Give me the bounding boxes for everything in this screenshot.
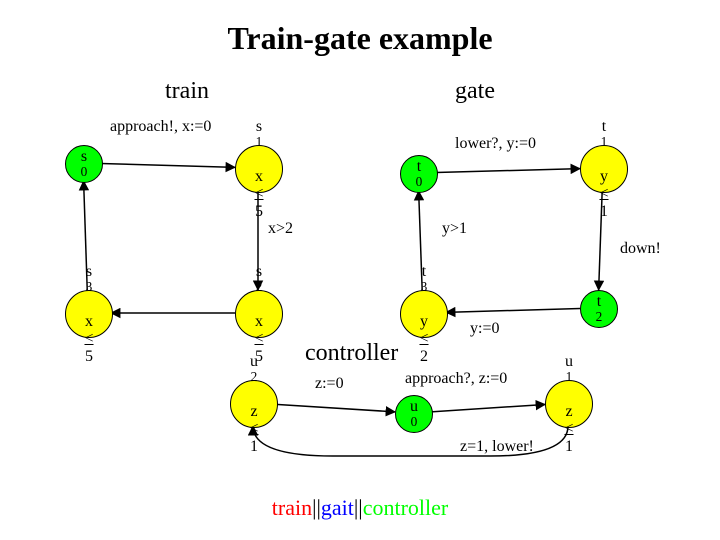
label-controller: controller <box>305 340 398 367</box>
node-s1: s1x<5 <box>235 145 283 193</box>
composition-part: || <box>354 495 363 520</box>
edge-label: z:=0 <box>315 375 344 393</box>
node-s2: s2x<5 <box>235 290 283 338</box>
edges-layer <box>0 0 720 540</box>
node-t1: t1y<1 <box>580 145 628 193</box>
node-u2: u2z<1 <box>230 380 278 428</box>
label-gate: gate <box>455 78 495 105</box>
composition-part: gait <box>321 495 354 520</box>
node-t3: t3y<2 <box>400 290 448 338</box>
edge-label: z=1, lower! <box>460 438 534 456</box>
node-t2: t2 <box>580 290 618 328</box>
edge-label: down! <box>620 240 661 258</box>
edge-label: approach!, x:=0 <box>110 118 211 136</box>
node-u1: u1z<1 <box>545 380 593 428</box>
composition-part: train <box>272 495 312 520</box>
label-train: train <box>165 78 209 105</box>
composition-line: train||gait||controller <box>0 495 720 521</box>
composition-part: || <box>312 495 321 520</box>
edge-label: y>1 <box>442 220 467 238</box>
composition-part: controller <box>363 495 449 520</box>
node-u0: u0 <box>395 395 433 433</box>
node-s3: s3x<5 <box>65 290 113 338</box>
node-t0: t0 <box>400 155 438 193</box>
node-s0: s0 <box>65 145 103 183</box>
edge-label: x>2 <box>268 220 293 238</box>
edge-label: lower?, y:=0 <box>455 135 536 153</box>
edge-label: approach?, z:=0 <box>405 370 507 388</box>
page-title: Train-gate example <box>0 20 720 57</box>
edge-label: y:=0 <box>470 320 499 338</box>
